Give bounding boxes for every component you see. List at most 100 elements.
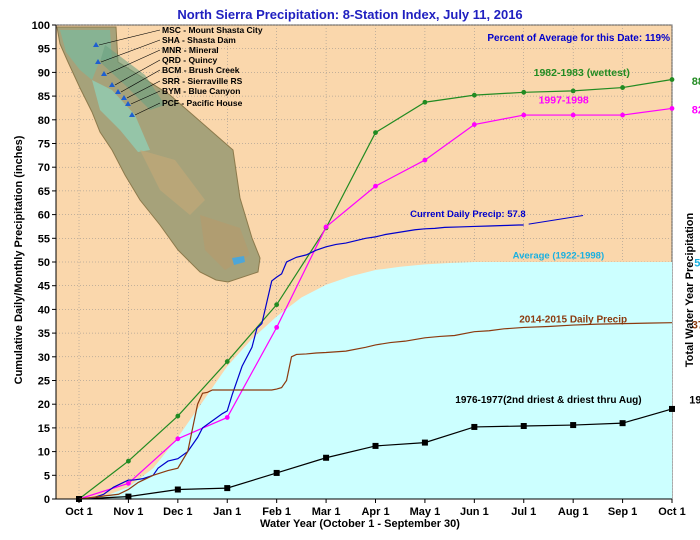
lake-shape — [232, 256, 245, 265]
data-point — [521, 89, 527, 95]
data-point — [620, 85, 625, 90]
y-tick-label: 45 — [38, 281, 50, 293]
y-tick-label: 65 — [38, 186, 50, 198]
station-marker — [125, 101, 131, 106]
axes: 0 5 10 15 20 25 30 35 40 45 50 55 60 65 70 75 80 85 90 95 10… — [32, 20, 686, 518]
data-point — [521, 112, 527, 118]
station-leader-line — [98, 29, 161, 46]
y-tick-label: 55 — [38, 233, 50, 245]
y-tick-label: 35 — [38, 328, 50, 340]
total-label-1976: 19.0 — [689, 394, 700, 406]
data-point — [274, 325, 280, 330]
x-tick-label: Apr 1 — [361, 506, 389, 518]
data-point — [422, 157, 428, 163]
data-point — [372, 442, 379, 449]
north-valley-shape — [60, 30, 112, 80]
y-tick-label: 25 — [38, 376, 50, 388]
station-leader-line — [106, 49, 161, 75]
data-point — [570, 112, 576, 118]
station-label: MSC - Mount Shasta City — [162, 25, 263, 35]
station-label: BYM - Blue Canyon — [162, 86, 240, 96]
x-tick-label: Sep 1 — [608, 506, 637, 518]
terrain-shape — [140, 150, 205, 215]
y-tick-label: 100 — [32, 20, 50, 32]
y-tick-label: 90 — [38, 67, 50, 79]
station-label: SHA - Shasta Dam — [162, 35, 236, 45]
station-marker — [121, 95, 127, 100]
data-point — [669, 106, 675, 111]
desert-shape — [200, 215, 250, 270]
station-marker — [129, 112, 135, 117]
station-label: SRR - Sierraville RS — [162, 76, 243, 86]
x-tick-label: Jul 1 — [511, 506, 536, 518]
station-leader-line — [120, 69, 161, 93]
percent-of-average-label: Percent of Average for this Date: 119% — [487, 33, 670, 44]
chart-title: North Sierra Precipitation: 8-Station In… — [177, 7, 522, 22]
y-tick-label: 40 — [38, 304, 50, 316]
x-tick-label: Oct 1 — [658, 506, 686, 518]
data-point — [669, 405, 675, 412]
average-area — [79, 262, 672, 499]
y-tick-label: 95 — [38, 44, 50, 56]
y-tick-label: 0 — [44, 494, 50, 506]
series-line — [78, 322, 673, 500]
series-label-1997: 1997-1998 — [539, 95, 589, 107]
data-point — [126, 480, 131, 486]
data-point — [174, 486, 181, 493]
data-point — [619, 420, 626, 427]
station-label: QRD - Quincy — [162, 55, 218, 65]
series-series_1997 — [76, 106, 675, 502]
series-label-2014: 2014-2015 Daily Precip — [519, 315, 627, 326]
y-tick-label: 20 — [38, 399, 50, 411]
y-tick-label: 70 — [38, 162, 50, 174]
data-point — [669, 77, 675, 82]
station-leader-line — [126, 80, 161, 99]
data-point — [570, 88, 576, 94]
station-leader-line — [134, 102, 161, 116]
data-point — [224, 359, 230, 364]
data-point — [323, 224, 329, 230]
x-axis-label: Water Year (October 1 - September 30) — [260, 518, 460, 530]
data-point — [421, 439, 428, 446]
data-point — [175, 436, 181, 442]
data-point — [570, 422, 577, 429]
y-tick-label: 60 — [38, 210, 50, 222]
x-tick-label: May 1 — [410, 506, 441, 518]
y-tick-label: 75 — [38, 139, 50, 151]
total-label-1982: 88.5 — [692, 76, 700, 88]
data-point — [323, 454, 330, 461]
x-tick-label: Mar 1 — [312, 506, 341, 518]
sierra-region-shape — [100, 45, 165, 110]
station-marker — [101, 71, 107, 76]
data-point — [471, 423, 478, 430]
station-label: MNR - Mineral — [162, 45, 219, 55]
station-leader-line — [114, 59, 161, 86]
data-point — [175, 413, 181, 419]
data-point — [373, 130, 378, 135]
data-point — [373, 183, 378, 189]
x-tick-label: Aug 1 — [558, 506, 589, 518]
total-label-2014: 37.2 — [692, 319, 700, 331]
data-point — [224, 415, 230, 420]
y-tick-label: 10 — [38, 447, 50, 459]
data-point — [126, 458, 131, 464]
series-series_2014 — [78, 322, 673, 500]
station-marker — [93, 42, 99, 47]
series-label-current: Current Daily Precip: 57.8 — [410, 209, 526, 220]
series-label-1982: 1982-1983 (wettest) — [534, 67, 630, 79]
y-tick-label: 15 — [38, 423, 50, 435]
station-label: BCM - Brush Creek — [162, 65, 240, 75]
data-point — [274, 302, 280, 308]
x-tick-label: Jun 1 — [460, 506, 489, 518]
average-label: Average (1922-1998) — [513, 251, 605, 262]
data-point — [620, 112, 625, 118]
data-point — [520, 423, 527, 430]
station-marker — [115, 89, 121, 94]
station-marker — [95, 59, 101, 64]
series-label-1976: 1976-1977(2nd driest & driest thru Aug) — [455, 395, 641, 406]
y-tick-label: 5 — [44, 470, 50, 482]
data-point — [422, 99, 428, 105]
y-tick-label: 30 — [38, 352, 50, 364]
y-tick-label: 85 — [38, 91, 50, 103]
